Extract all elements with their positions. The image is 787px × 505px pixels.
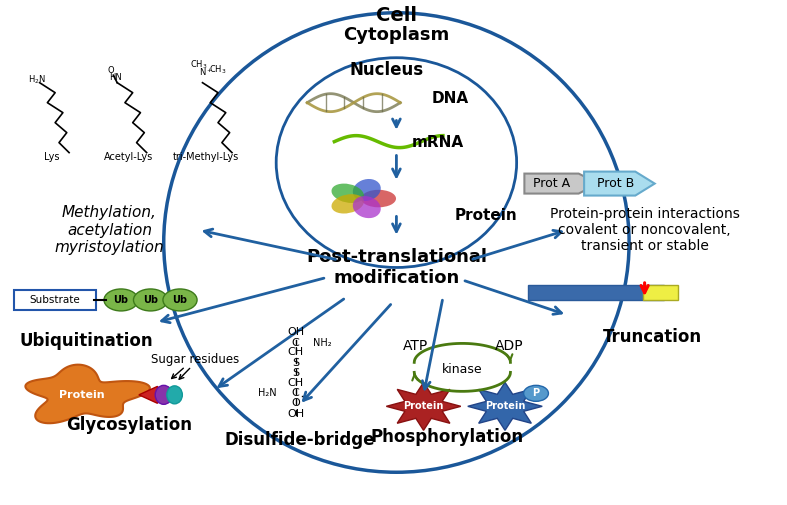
Text: HN: HN: [109, 73, 122, 82]
Ellipse shape: [155, 385, 172, 405]
Text: Ubiquitination: Ubiquitination: [20, 332, 153, 350]
FancyBboxPatch shape: [14, 290, 96, 310]
Circle shape: [523, 385, 549, 401]
Text: Substrate: Substrate: [30, 295, 80, 305]
Ellipse shape: [361, 190, 396, 207]
Polygon shape: [139, 386, 157, 403]
Text: Protein: Protein: [60, 390, 105, 400]
Text: O: O: [108, 66, 114, 75]
Text: DNA: DNA: [431, 91, 468, 106]
Text: Prot B: Prot B: [597, 177, 634, 190]
Text: O: O: [291, 398, 300, 409]
Text: kinase: kinase: [442, 364, 482, 376]
Text: Methylation,
acetylation
myristoylation: Methylation, acetylation myristoylation: [54, 205, 164, 255]
Text: Prot A: Prot A: [533, 177, 570, 190]
Text: Nucleus: Nucleus: [349, 61, 423, 79]
Circle shape: [134, 289, 168, 311]
Text: P: P: [533, 388, 540, 398]
Text: H₂N: H₂N: [257, 388, 276, 398]
Text: Protein-protein interactions
covalent or noncovalent,
transient or stable: Protein-protein interactions covalent or…: [549, 207, 740, 253]
Text: Cytoplasm: Cytoplasm: [343, 26, 449, 44]
Text: Truncation: Truncation: [603, 328, 702, 346]
Text: tri-Methyl-Lys: tri-Methyl-Lys: [173, 152, 239, 162]
Text: Acetyl-Lys: Acetyl-Lys: [104, 152, 153, 162]
Text: C: C: [292, 338, 300, 348]
Text: Cell: Cell: [376, 6, 417, 25]
Text: ATP: ATP: [403, 339, 428, 353]
Polygon shape: [467, 382, 542, 430]
Text: OH: OH: [287, 327, 304, 337]
Text: H$_2$N: H$_2$N: [28, 74, 46, 86]
Text: CH: CH: [287, 347, 304, 358]
Polygon shape: [524, 174, 598, 193]
Text: Ub: Ub: [172, 295, 187, 305]
Text: OH: OH: [287, 410, 304, 419]
Text: Disulfide-bridge: Disulfide-bridge: [224, 431, 375, 449]
Text: Glycosylation: Glycosylation: [66, 416, 192, 434]
Polygon shape: [386, 382, 460, 430]
Ellipse shape: [331, 184, 364, 203]
Text: Ub: Ub: [113, 295, 128, 305]
Text: CH$_3$: CH$_3$: [209, 64, 227, 76]
Text: N$^+$: N$^+$: [198, 67, 212, 78]
Text: S: S: [292, 368, 299, 378]
FancyBboxPatch shape: [528, 285, 664, 300]
Circle shape: [163, 289, 197, 311]
FancyBboxPatch shape: [643, 285, 678, 300]
Circle shape: [104, 289, 139, 311]
Text: C: C: [292, 388, 300, 398]
Ellipse shape: [353, 179, 381, 201]
Text: Lys: Lys: [43, 152, 59, 162]
Polygon shape: [25, 365, 150, 423]
Ellipse shape: [353, 196, 381, 218]
Polygon shape: [584, 172, 655, 195]
Text: Phosphorylation: Phosphorylation: [370, 428, 523, 446]
Text: S: S: [292, 358, 299, 368]
Text: NH₂: NH₂: [313, 338, 332, 348]
Text: Sugar residues: Sugar residues: [150, 354, 239, 367]
Text: Ub: Ub: [143, 295, 158, 305]
Text: Protein: Protein: [455, 208, 517, 223]
Ellipse shape: [167, 386, 183, 404]
Ellipse shape: [331, 194, 364, 214]
Text: Protein: Protein: [485, 401, 525, 412]
Text: ADP: ADP: [494, 339, 523, 353]
Text: mRNA: mRNA: [412, 135, 464, 150]
Text: CH$_3$: CH$_3$: [190, 59, 208, 71]
Text: Post-translational
modification: Post-translational modification: [306, 248, 487, 287]
Text: Protein: Protein: [404, 401, 444, 412]
Text: CH: CH: [287, 378, 304, 388]
